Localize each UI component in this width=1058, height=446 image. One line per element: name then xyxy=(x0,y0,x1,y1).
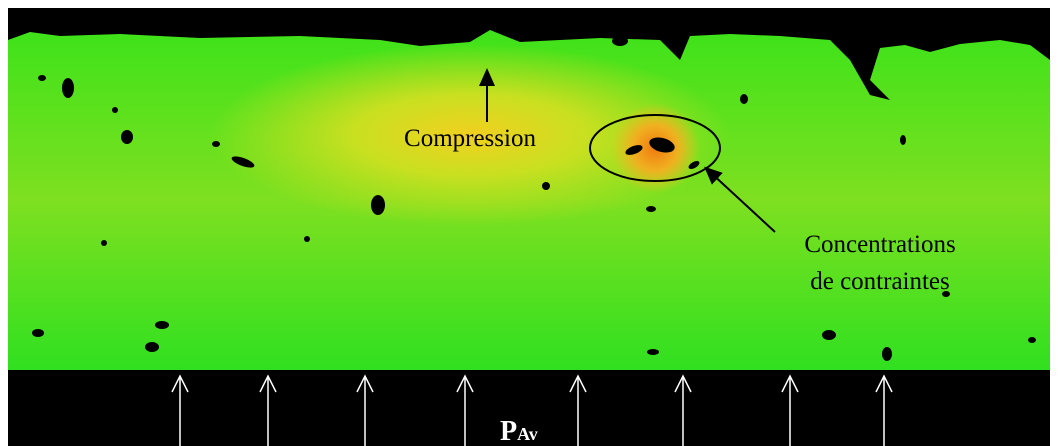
top-edge xyxy=(8,8,1050,100)
inclusions xyxy=(32,36,1036,361)
load-symbol: P xyxy=(500,416,517,446)
load-subscript: Av xyxy=(517,424,538,444)
concentration-ring xyxy=(589,114,721,182)
compression-label: Compression xyxy=(404,125,536,152)
concentration-arrow xyxy=(704,166,776,233)
concentration-label: de contraintes xyxy=(810,268,950,295)
load-arrows xyxy=(171,374,893,446)
load-label: PAv xyxy=(500,416,538,446)
compression-zone xyxy=(8,30,1050,370)
concentration-label: Concentrations xyxy=(804,231,955,258)
